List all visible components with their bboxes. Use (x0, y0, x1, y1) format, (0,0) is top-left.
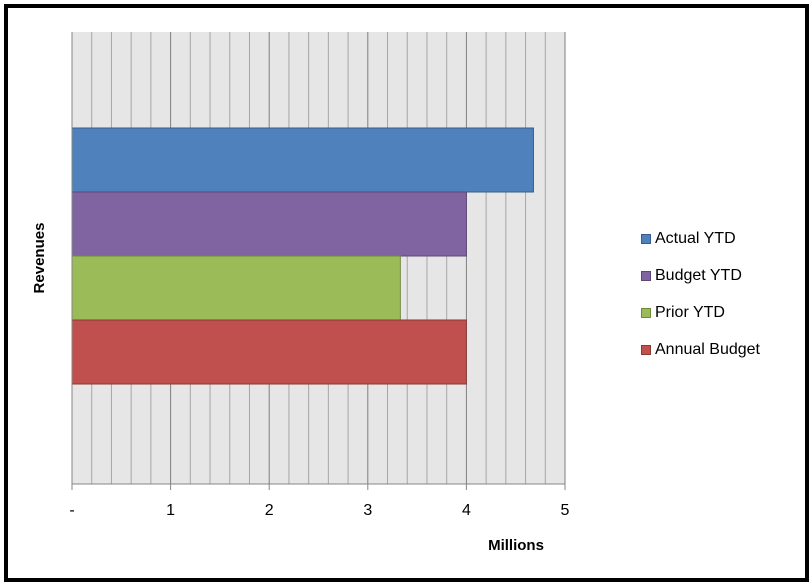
legend-item-annual-budget: Annual Budget (641, 339, 760, 360)
legend-label-annual-budget: Annual Budget (655, 340, 760, 358)
legend-label-budget-ytd: Budget YTD (655, 266, 742, 284)
bar-actual-ytd (71, 127, 534, 193)
legend-label-prior-ytd: Prior YTD (655, 303, 725, 321)
legend-swatch-budget-ytd (641, 270, 651, 281)
x-tick-label: - (69, 502, 74, 519)
x-axis-title: Millions (488, 537, 544, 554)
legend-swatch-annual-budget (641, 344, 651, 355)
bar-prior-ytd (71, 255, 401, 321)
legend: Actual YTD Budget YTD Prior YTD Annual B… (641, 228, 760, 376)
x-ticks: - 1 2 3 4 5 (69, 484, 570, 519)
x-tick-label: 4 (462, 502, 471, 519)
legend-item-prior-ytd: Prior YTD (641, 302, 760, 323)
legend-swatch-actual-ytd (641, 233, 651, 244)
y-axis-title: Revenues (31, 223, 48, 294)
legend-item-actual-ytd: Actual YTD (641, 228, 760, 249)
bar-annual-budget (71, 319, 467, 385)
legend-item-budget-ytd: Budget YTD (641, 265, 760, 286)
legend-label-actual-ytd: Actual YTD (655, 229, 736, 247)
x-tick-label: 3 (363, 502, 372, 519)
x-tick-label: 2 (265, 502, 274, 519)
bars (71, 127, 534, 385)
legend-swatch-prior-ytd (641, 307, 651, 318)
x-tick-label: 5 (561, 502, 570, 519)
bar-budget-ytd (71, 191, 467, 257)
x-tick-label: 1 (166, 502, 175, 519)
